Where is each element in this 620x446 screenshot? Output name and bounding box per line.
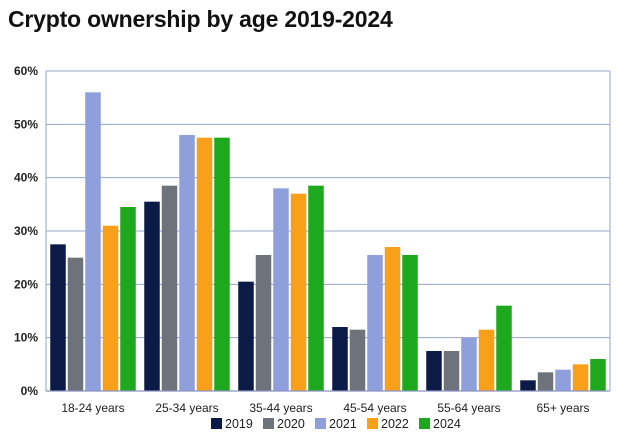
bar-2024-1 <box>214 137 230 391</box>
bar-2022-5 <box>572 364 589 391</box>
bar-2021-0 <box>85 92 101 391</box>
bar-2020-1 <box>161 185 178 391</box>
x-tick-label: 25-34 years <box>155 401 218 415</box>
bar-2022-0 <box>102 225 119 391</box>
bar-2019-2 <box>238 281 254 391</box>
legend-label-2020: 2020 <box>277 417 305 431</box>
y-tick-label: 50% <box>14 117 38 131</box>
bar-2022-3 <box>384 247 401 391</box>
legend-label-2021: 2021 <box>329 417 357 431</box>
bar-2022-2 <box>290 193 307 391</box>
bar-2022-1 <box>196 137 213 391</box>
bar-2019-1 <box>144 201 160 391</box>
bar-2020-0 <box>67 257 84 391</box>
bar-2021-1 <box>179 135 195 391</box>
legend-swatch-2020 <box>263 418 274 429</box>
bar-2020-5 <box>537 372 554 391</box>
legend-swatch-2019 <box>211 418 222 429</box>
y-tick-label: 60% <box>14 64 38 78</box>
y-tick-label: 20% <box>14 277 38 291</box>
bar-2019-0 <box>50 244 66 391</box>
y-tick-label: 40% <box>14 171 38 185</box>
y-tick-label: 30% <box>14 224 38 238</box>
bar-2021-5 <box>555 369 571 391</box>
x-tick-label: 55-64 years <box>437 401 500 415</box>
y-tick-label: 0% <box>21 384 39 398</box>
bar-2019-3 <box>332 327 348 391</box>
bar-2024-2 <box>308 185 324 391</box>
x-tick-label: 35-44 years <box>249 401 312 415</box>
bar-2024-3 <box>402 255 418 391</box>
x-tick-label: 18-24 years <box>61 401 124 415</box>
legend-swatch-2024 <box>419 418 430 429</box>
bar-2021-2 <box>273 188 289 391</box>
x-axis: 18-24 years 25-34 years 35-44 years 45-54 y… <box>46 390 610 415</box>
bar-2024-0 <box>120 207 136 391</box>
bar-2020-2 <box>255 255 272 391</box>
x-tick-label: 65+ years <box>536 401 589 415</box>
legend-swatch-2022 <box>367 418 378 429</box>
bar-2021-3 <box>367 255 383 391</box>
bar-2020-3 <box>349 329 366 391</box>
bar-2019-4 <box>426 351 442 391</box>
legend-label-2019: 2019 <box>225 417 253 431</box>
legend-label-2024: 2024 <box>433 417 461 431</box>
y-axis: 0% 10% 20% 30% 40% 50% 60% <box>14 64 47 398</box>
gridlines <box>46 70 611 391</box>
legend: 2019 2020 2021 2022 2024 <box>211 417 461 431</box>
chart-title: Crypto ownership by age 2019-2024 <box>8 6 393 32</box>
legend-label-2022: 2022 <box>381 417 409 431</box>
bars <box>50 92 606 391</box>
y-tick-label: 10% <box>14 331 38 345</box>
bar-2024-5 <box>590 359 606 391</box>
x-tick-label: 45-54 years <box>343 401 406 415</box>
legend-swatch-2021 <box>315 418 326 429</box>
bar-2019-5 <box>520 380 536 391</box>
bar-2024-4 <box>496 305 512 391</box>
bar-2021-4 <box>461 337 477 391</box>
bar-2020-4 <box>443 351 460 391</box>
bar-2022-4 <box>478 329 495 391</box>
